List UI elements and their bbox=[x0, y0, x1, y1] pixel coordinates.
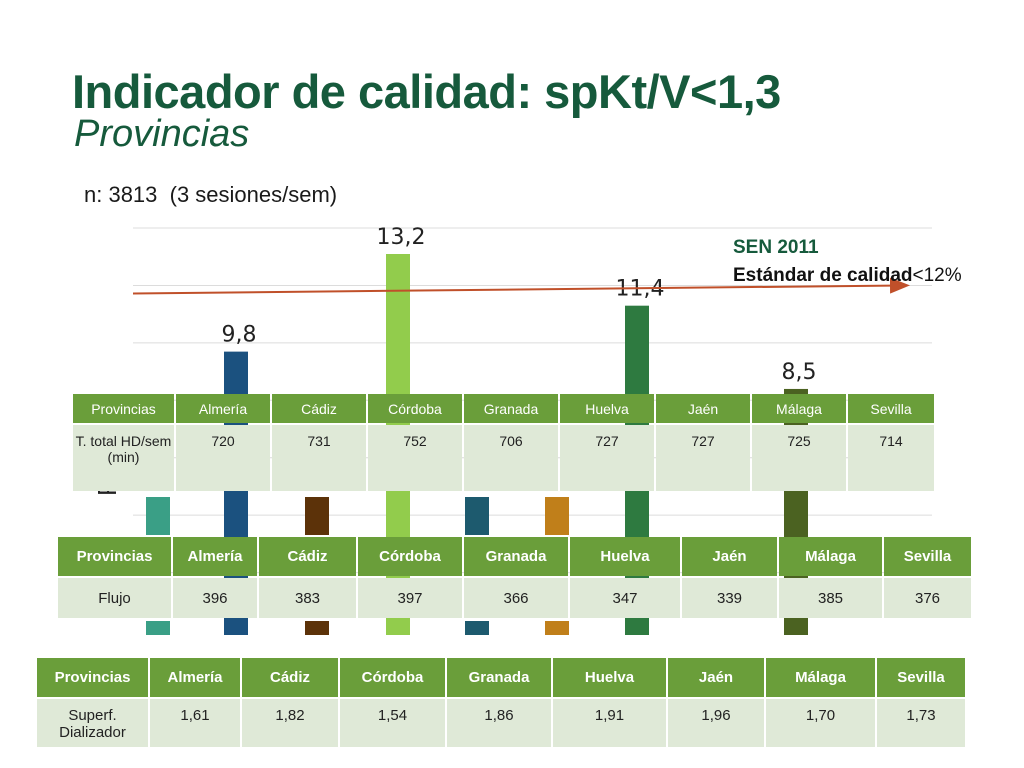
table-row: Superf. Dializador 1,61 1,82 1,54 1,86 1,91 1,… bbox=[37, 699, 965, 747]
bar-stub bbox=[386, 497, 410, 535]
header-cell: Jaén bbox=[682, 537, 777, 576]
table-cell: 1,96 bbox=[668, 699, 764, 747]
header-cell: Córdoba bbox=[358, 537, 462, 576]
bar-stub bbox=[305, 621, 329, 635]
header-cell: Granada bbox=[464, 394, 558, 423]
header-cell: Córdoba bbox=[340, 658, 445, 697]
header-cell: Málaga bbox=[766, 658, 875, 697]
chart-bar-stubs bbox=[146, 497, 808, 635]
header-provincias: Provincias bbox=[37, 658, 148, 697]
data-label-partial: _ _ bbox=[543, 373, 574, 398]
table-flujo: Provincias Almería Cádiz Córdoba Granada Huel… bbox=[56, 535, 973, 620]
row-label: T. total HD/sem (min) bbox=[73, 425, 174, 491]
bar-stub bbox=[146, 497, 170, 535]
table-row: T. total HD/sem (min) 720 731 752 706 727 727 7… bbox=[73, 425, 934, 491]
header-cell: Málaga bbox=[752, 394, 846, 423]
table-cell: 1,82 bbox=[242, 699, 338, 747]
data-label-almeria: 9,8 bbox=[222, 323, 257, 348]
bar-stub bbox=[625, 621, 649, 635]
table-cell: 1,61 bbox=[150, 699, 240, 747]
table-cell: 720 bbox=[176, 425, 270, 491]
table-cell: 725 bbox=[752, 425, 846, 491]
standard-label: Estándar de calidad bbox=[733, 265, 913, 286]
bar-stub bbox=[224, 497, 248, 535]
table-cell: 347 bbox=[570, 578, 680, 618]
chart-data-labels: 9,813,211,48,5_ _ bbox=[222, 225, 817, 398]
standard-annotation: SEN 2011 Estándar de calidad<12% bbox=[733, 234, 962, 290]
bar-stub bbox=[545, 497, 569, 535]
reference-line-arrow bbox=[132, 277, 910, 295]
table-row: Flujo 396 383 397 366 347 339 385 376 bbox=[58, 578, 971, 618]
table-hd-time: Provincias Almería Cádiz Córdoba Granada Huel… bbox=[71, 392, 936, 493]
slide-subtitle: Provincias bbox=[74, 113, 250, 155]
header-cell: Jaén bbox=[668, 658, 764, 697]
header-provincias: Provincias bbox=[58, 537, 171, 576]
header-cell: Huelva bbox=[553, 658, 666, 697]
header-cell: Cádiz bbox=[242, 658, 338, 697]
header-cell: Málaga bbox=[779, 537, 882, 576]
bar-stub bbox=[224, 621, 248, 635]
table-cell: 339 bbox=[682, 578, 777, 618]
table-cell: 752 bbox=[368, 425, 462, 491]
data-label-sevilla: 8,5 bbox=[782, 360, 817, 385]
bar-stub bbox=[545, 621, 569, 635]
data-label-cordoba: 13,2 bbox=[377, 225, 426, 250]
table-cell: 727 bbox=[656, 425, 750, 491]
table-cell: 714 bbox=[848, 425, 934, 491]
header-provincias: Provincias bbox=[73, 394, 174, 423]
table-cell: 366 bbox=[464, 578, 568, 618]
header-cell: Almería bbox=[176, 394, 270, 423]
header-cell: Almería bbox=[150, 658, 240, 697]
table-cell: 396 bbox=[173, 578, 257, 618]
table-cell: 1,54 bbox=[340, 699, 445, 747]
table-header-row: Provincias Almería Cádiz Córdoba Granada Huel… bbox=[58, 537, 971, 576]
header-cell: Sevilla bbox=[884, 537, 971, 576]
bar-stub bbox=[305, 497, 329, 535]
standard-value: <12% bbox=[912, 265, 962, 286]
header-cell: Jaén bbox=[656, 394, 750, 423]
table-cell: 376 bbox=[884, 578, 971, 618]
header-cell: Cádiz bbox=[272, 394, 366, 423]
row-label: Superf. Dializador bbox=[37, 699, 148, 747]
header-cell: Huelva bbox=[560, 394, 654, 423]
row-label: Flujo bbox=[58, 578, 171, 618]
table-cell: 706 bbox=[464, 425, 558, 491]
table-dializador: Provincias Almería Cádiz Córdoba Granada Huel… bbox=[35, 656, 967, 749]
header-cell: Granada bbox=[447, 658, 551, 697]
table-cell: 1,73 bbox=[877, 699, 965, 747]
header-cell: Córdoba bbox=[368, 394, 462, 423]
table-cell: 1,86 bbox=[447, 699, 551, 747]
table-cell: 1,70 bbox=[766, 699, 875, 747]
slide-title: Indicador de calidad: spKt/V<1,3 bbox=[72, 65, 781, 118]
table-cell: 385 bbox=[779, 578, 882, 618]
bar-stub bbox=[465, 497, 489, 535]
bar-stub bbox=[146, 621, 170, 635]
header-cell: Sevilla bbox=[877, 658, 965, 697]
bar-stub bbox=[465, 621, 489, 635]
table-header-row: Provincias Almería Cádiz Córdoba Granada Huel… bbox=[37, 658, 965, 697]
header-cell: Huelva bbox=[570, 537, 680, 576]
table-cell: 731 bbox=[272, 425, 366, 491]
bar-stub bbox=[625, 497, 649, 535]
table-header-row: Provincias Almería Cádiz Córdoba Granada Huel… bbox=[73, 394, 934, 423]
bar-stub bbox=[386, 621, 410, 635]
header-cell: Sevilla bbox=[848, 394, 934, 423]
table-cell: 1,91 bbox=[553, 699, 666, 747]
bar-stub bbox=[784, 497, 808, 535]
sample-size-note: n: 3813 (3 sesiones/sem) bbox=[84, 182, 338, 207]
standard-source: SEN 2011 bbox=[733, 237, 819, 258]
header-cell: Granada bbox=[464, 537, 568, 576]
table-cell: 727 bbox=[560, 425, 654, 491]
header-cell: Almería bbox=[173, 537, 257, 576]
table-cell: 383 bbox=[259, 578, 356, 618]
header-cell: Cádiz bbox=[259, 537, 356, 576]
table-cell: 397 bbox=[358, 578, 462, 618]
bar-stub bbox=[784, 621, 808, 635]
